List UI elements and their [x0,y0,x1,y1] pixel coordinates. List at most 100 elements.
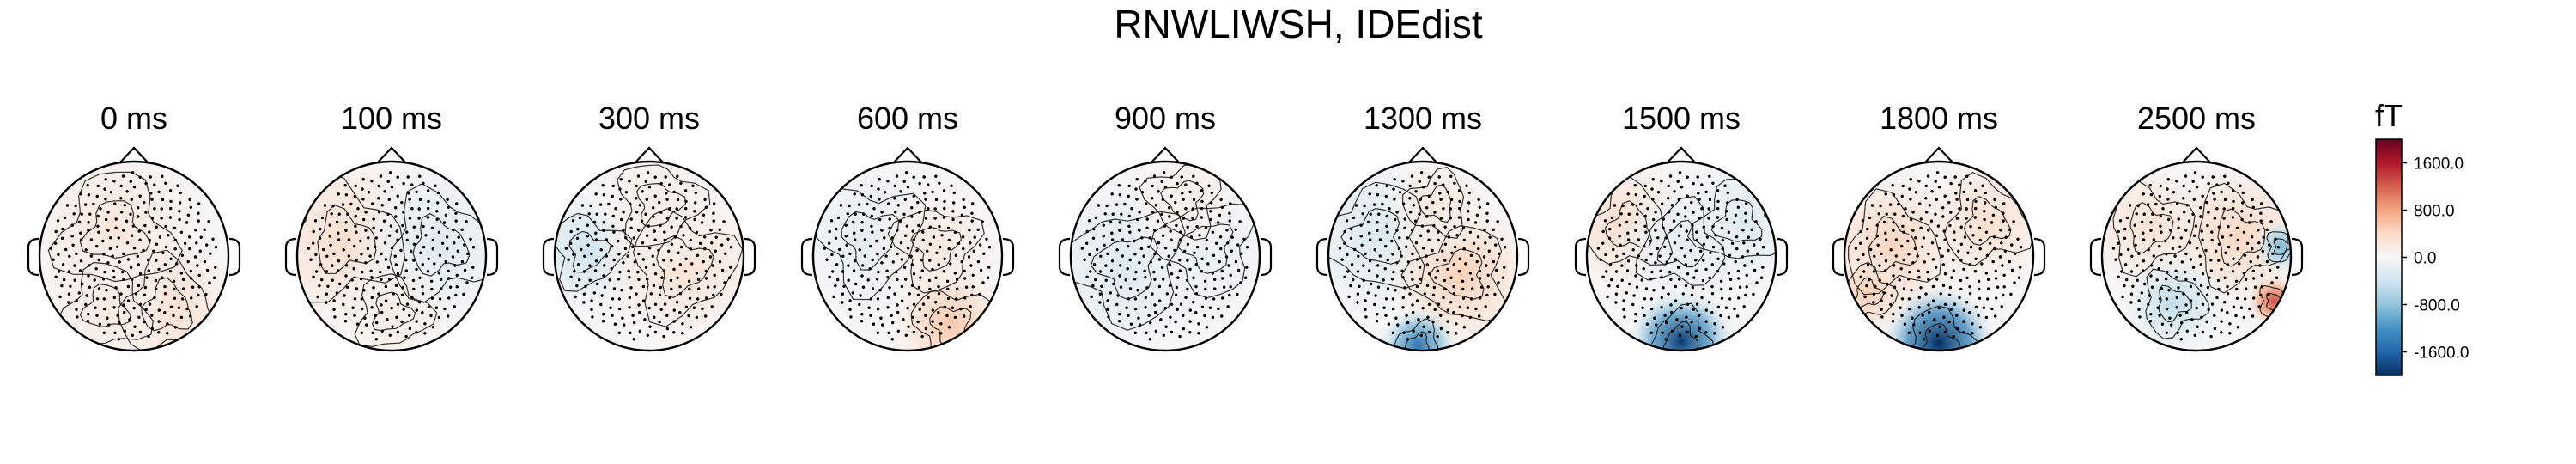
sensor-dot [958,221,963,224]
sensor-dot [153,207,156,211]
sensor-dot [2175,276,2178,279]
sensor-dot [588,278,592,282]
sensor-dot [1427,194,1431,198]
sensor-dot [189,269,192,273]
sensor-dot [665,198,669,201]
sensor-dot [580,204,585,207]
sensor-dot [1110,192,1114,196]
sensor-dot [2174,269,2178,272]
sensor-dot [663,230,666,234]
sensor-dot [1990,221,1994,224]
sensor-dot [713,273,716,277]
sensor-dot [832,295,835,299]
sensor-dot [367,191,371,194]
sensor-dot [1685,315,1688,319]
sensor-dot [622,229,625,232]
sensor-dot [934,276,938,279]
sensor-dot [2249,259,2252,264]
sensor-dot [1708,174,1711,178]
sensor-dot [945,279,950,283]
sensor-dot [446,198,449,202]
sensor-dot [2194,224,2198,228]
sensor-dot [1145,217,1149,221]
sensor-dot [1185,278,1189,283]
sensor-dot [1653,316,1656,320]
right-ear [1776,237,1789,277]
sensor-dot [412,287,416,291]
sensor-dot [1670,204,1674,207]
sensor-dot [1659,269,1662,272]
sensor-dot [440,287,443,290]
sensor-dot [1213,287,1217,290]
sensor-dot [646,171,650,174]
sensor-dot [953,315,957,320]
sensor-dot [1601,241,1605,245]
sensor-dot [109,191,113,194]
sensor-dot [1651,198,1655,201]
sensor-dot [1200,216,1204,219]
sensor-dot [896,204,901,207]
sensor-dot [465,220,468,223]
sensor-dot [417,207,421,211]
contour-line [389,183,486,303]
sensor-dot [309,258,313,261]
sensor-dot [113,202,117,205]
sensor-dot [890,314,893,317]
sensor-dot [638,204,641,207]
sensor-dot [1427,272,1431,276]
sensor-dot [1133,278,1137,281]
sensor-dot [701,307,704,311]
sensor-dot [2240,217,2244,222]
sensor-dot [2275,276,2279,279]
sensor-dot [886,276,890,279]
sensor-dot [1204,226,1208,230]
sensor-dot [421,263,424,266]
sensor-dot [157,190,161,194]
sensor-dot [1897,202,1900,206]
sensor-dot [1224,255,1229,259]
sensor-dot [2138,315,2142,319]
sensor-dot [1080,247,1084,250]
sensor-dot [307,247,311,250]
sensor-dot [1963,235,1967,239]
sensor-dot [58,295,62,299]
sensor-dot [1376,193,1380,197]
sensor-dot [148,230,151,234]
sensor-dot [1486,285,1490,289]
sensor-dot [890,236,895,240]
sensor-dot [1427,238,1431,241]
sensor-dot [706,285,710,289]
sensor-dot [1148,236,1152,240]
sensor-dot [325,301,328,304]
sensor-dot [189,205,192,209]
sensor-dot [713,285,716,289]
sensor-dot [951,306,955,309]
sensor-dot [1400,254,1403,258]
sensor-dot [653,330,658,334]
sensor-dot [2014,252,2017,255]
sensor-dot [1500,237,1504,241]
sensor-dot [2178,245,2182,248]
sensor-dot [455,202,459,205]
sensor-dot [427,305,431,308]
sensor-dot [1930,241,1935,245]
sensor-dot [2002,285,2006,289]
sensor-dot [1927,303,1930,307]
sensor-dot [2228,322,2232,326]
sensor-dot [412,259,416,262]
sensor-dot [95,244,99,248]
sensor-dot [1711,224,1715,229]
sensor-dot [1349,236,1353,240]
sensor-dot [1118,193,1122,197]
sensor-dot [1599,258,1602,261]
sensor-dot [354,224,357,228]
sensor-dot [415,308,418,312]
sensor-dot [1704,190,1708,194]
sensor-dot [1414,190,1418,193]
sensor-dot [372,217,375,221]
sensor-dot [2148,184,2152,187]
sensor-dot [1686,272,1690,276]
sensor-dot [2150,285,2154,289]
sensor-dot [1494,268,1498,272]
sensor-dot [1362,264,1365,267]
